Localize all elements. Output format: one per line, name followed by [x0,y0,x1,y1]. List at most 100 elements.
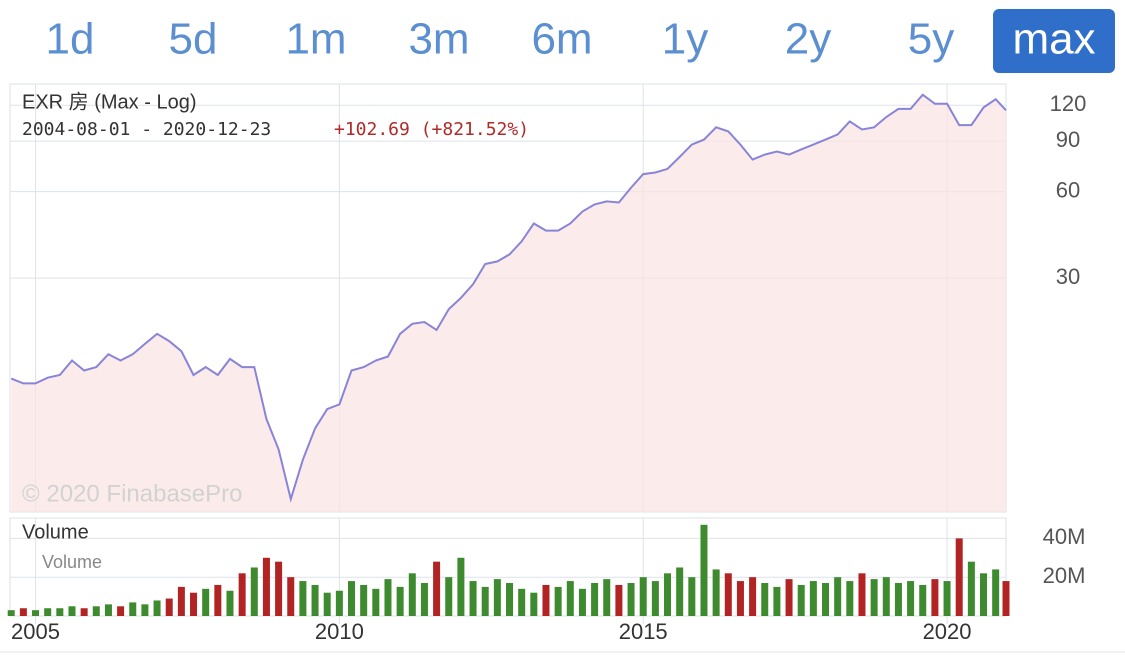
volume-bar [372,588,380,616]
range-button[interactable]: 6m [531,15,592,64]
volume-bar [408,573,416,616]
volume-bar [384,579,392,616]
volume-bar [129,602,137,616]
volume-bar [736,581,744,616]
volume-bar [566,581,574,616]
volume-bar [797,584,805,616]
volume-bar [530,592,538,616]
volume-bar [457,557,465,616]
range-button[interactable]: 5d [169,15,218,64]
date-range: 2004-08-01 - 2020-12-23 [22,119,271,140]
volume-bar [153,600,161,616]
volume-bar [700,524,708,616]
volume-bar [627,583,635,616]
volume-bar [651,581,659,616]
range-button[interactable]: 1y [662,15,708,64]
x-tick-label: 2015 [619,619,668,644]
volume-bar [323,592,331,616]
volume-bar [834,577,842,616]
volume-bar [287,577,295,616]
volume-bar [165,598,173,616]
volume-bar [967,561,975,616]
volume-bar [749,577,757,616]
volume-bar [542,584,550,616]
volume-bar [712,569,720,616]
range-button[interactable]: 2y [785,15,831,64]
volume-bar [226,590,234,616]
volume-bar [664,573,672,616]
y-tick-label: 90 [1056,127,1080,152]
range-button[interactable]: 3m [408,15,469,64]
volume-bar [117,606,125,616]
y-tick-label: 20M [1043,563,1086,588]
range-button[interactable]: 1d [46,15,95,64]
x-tick-label: 2005 [11,619,60,644]
area-fill [11,94,1006,512]
x-tick-label: 2020 [923,619,972,644]
volume-bar [894,583,902,616]
volume-bar [7,610,15,616]
volume-bar [955,538,963,616]
volume-bar [773,586,781,616]
volume-bar [615,584,623,616]
volume-bar [931,579,939,616]
chart-title: EXR 房 (Max - Log) [22,90,196,113]
volume-bar [481,586,489,616]
price-line [10,93,1007,503]
volume-label: Volume [42,552,102,572]
range-button[interactable]: 1m [285,15,346,64]
y-tick-label: 40M [1043,524,1086,549]
volume-bar [92,606,100,616]
volume-bar [420,583,428,616]
volume-bar [724,573,732,616]
y-tick-label: 120 [1050,91,1087,116]
range-button-active[interactable] [993,9,1115,73]
volume-bar [554,586,562,616]
volume-bar [141,604,149,616]
volume-bar [433,561,441,616]
range-button[interactable]: max [1012,15,1095,64]
volume-bar [68,606,76,616]
volume-bar [56,608,64,616]
volume-bar [335,590,343,616]
volume-bar [603,579,611,616]
volume-bar [190,592,198,616]
volume-bar [882,577,890,616]
volume-bar [348,581,356,616]
volume-bar [980,573,988,616]
volume-bar [639,577,647,616]
volume-bar [870,579,878,616]
change-label: +102.69 (+821.52%) [334,119,529,140]
volume-bar [822,583,830,616]
volume-bar [32,610,40,616]
volume-bar [445,577,453,616]
volume-bar [299,581,307,616]
volume-bar [591,583,599,616]
y-tick-label: 60 [1056,177,1080,202]
volume-bar [396,586,404,616]
volume-bar [250,567,258,616]
y-tick-label: 30 [1056,264,1080,289]
volume-bar [238,573,246,616]
volume-bar [858,573,866,616]
volume-bar [761,583,769,616]
volume-bar [785,579,793,616]
volume-title: Volume [22,521,89,543]
volume-bar [907,581,915,616]
volume-bar [80,608,88,616]
volume-bar [202,588,210,616]
volume-bar [493,579,501,616]
volume-bar [1002,581,1010,616]
volume-bar [688,577,696,616]
volume-bar [177,586,185,616]
volume-bar [992,569,1000,616]
volume-bar [919,584,927,616]
volume-bar [676,567,684,616]
volume-bar [19,608,27,616]
volume-bar [214,584,222,616]
range-button[interactable]: 5y [908,15,954,64]
volume-bar [360,584,368,616]
volume-bar [44,608,52,616]
volume-bar [943,581,951,616]
